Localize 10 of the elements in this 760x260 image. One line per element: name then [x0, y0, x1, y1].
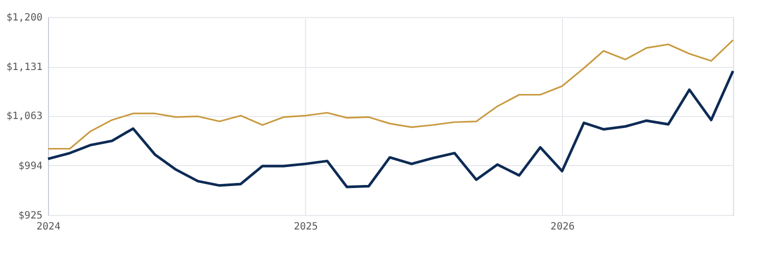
y-tick-label: $1,200: [6, 12, 42, 24]
line-series: [47, 39, 734, 150]
x-tick-label: 2026: [550, 222, 575, 232]
line-series: [46, 70, 734, 188]
y-tick-label: $925: [18, 210, 42, 222]
x-tick-label: 2025: [294, 222, 318, 232]
x-tick-label: 2024: [36, 222, 61, 232]
y-tick-label: $1,063: [6, 111, 42, 122]
y-tick-label: $1,131: [6, 62, 42, 74]
y-tick-label: $994: [18, 160, 42, 172]
